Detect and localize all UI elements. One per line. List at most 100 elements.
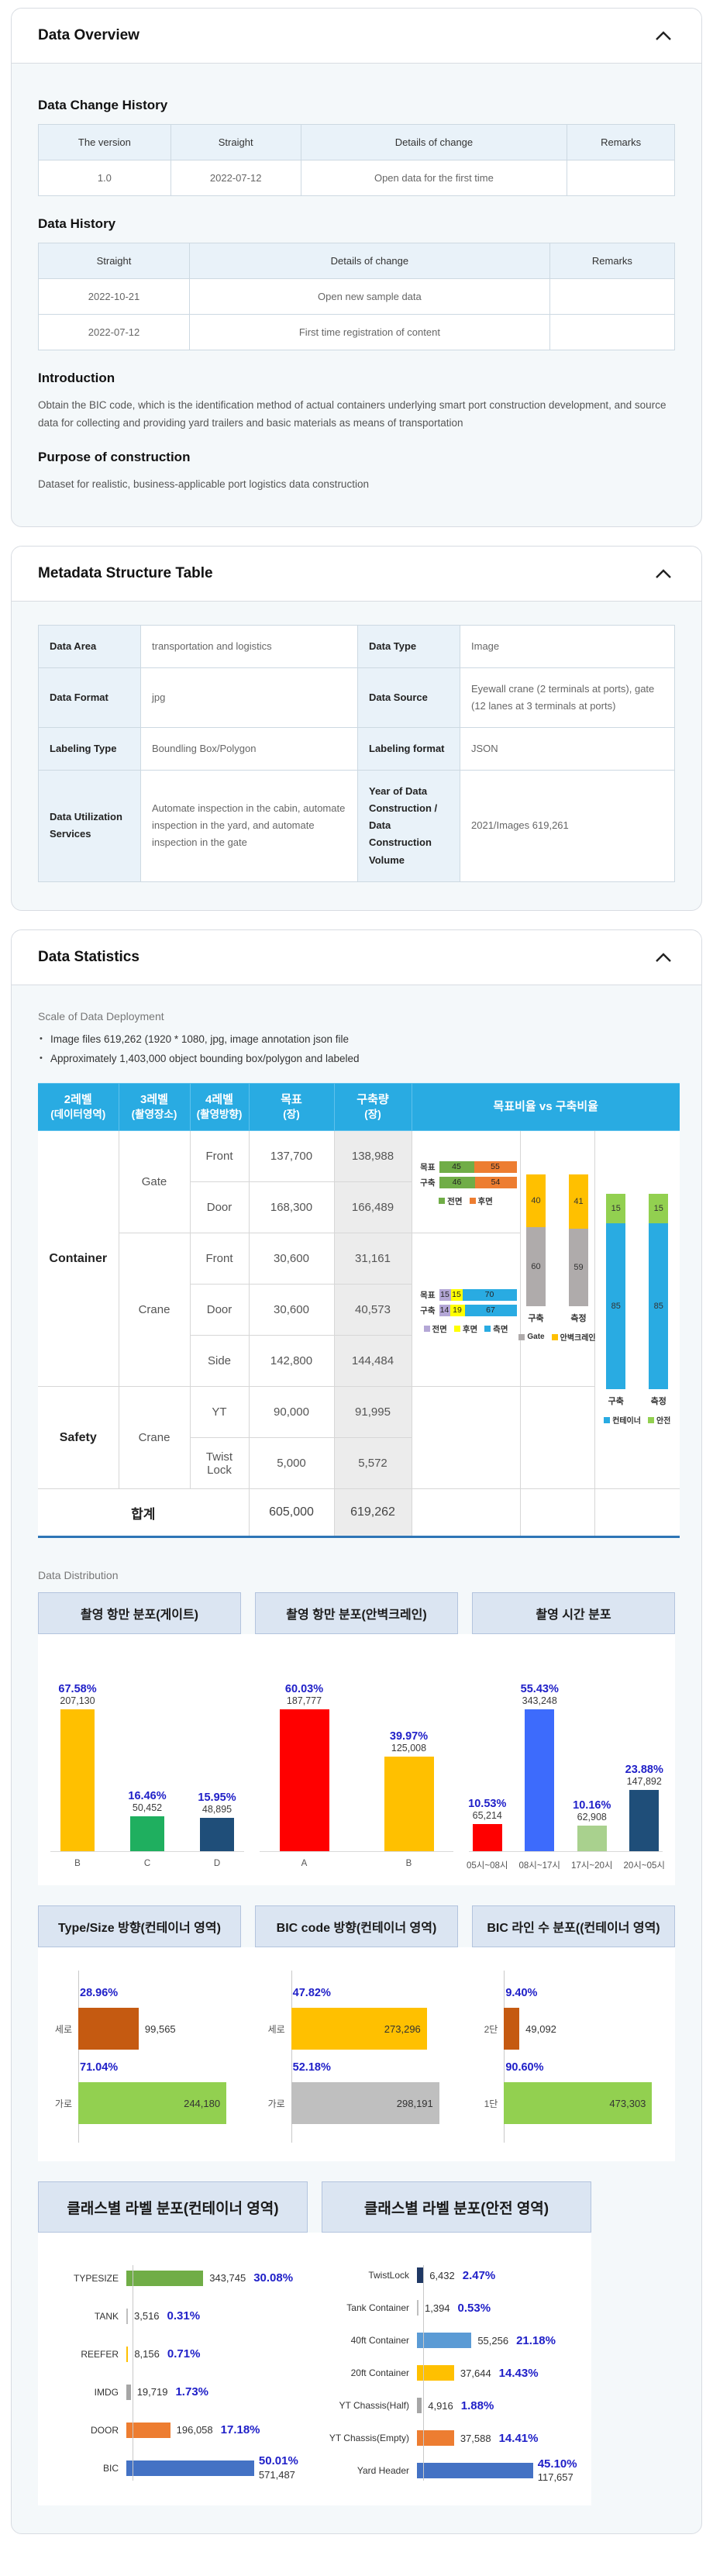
table-cell xyxy=(567,160,675,196)
level4-cell: Side xyxy=(190,1335,250,1388)
column-header: Details of change xyxy=(300,124,568,160)
x-axis-label: D xyxy=(213,1859,221,1869)
bar: 244,180 xyxy=(78,2082,227,2125)
metadata-value: Image xyxy=(460,624,675,668)
bar-segment: 46 xyxy=(439,1176,475,1188)
collapse-button[interactable] xyxy=(652,27,675,44)
bar-row: 가로 52.18% 298,191 xyxy=(256,2061,447,2125)
legend-swatch xyxy=(647,1416,654,1423)
value-label: 244,180 xyxy=(184,2097,221,2109)
percent-label: 28.96% xyxy=(80,1987,119,2000)
column-header: 목표비율 vs 구축비율 xyxy=(411,1082,680,1132)
chart-title: 촬영 항만 분포(게이트) xyxy=(38,1592,241,1635)
stacked-bar: 14 19 67 xyxy=(439,1304,517,1316)
data-statistics-header: Data Statistics xyxy=(12,929,701,985)
legend-swatch xyxy=(551,1333,558,1340)
percent-label: 10.53% xyxy=(468,1798,507,1811)
level3-cell: Crane xyxy=(119,1233,191,1388)
bar-segment: 67 xyxy=(464,1304,517,1316)
value-label: 62,908 xyxy=(577,1811,607,1823)
bar xyxy=(417,2333,472,2349)
empty-chart-cell xyxy=(519,1386,594,1490)
card-title: Data Overview xyxy=(38,27,140,43)
metadata-row: Labeling Type Boundling Box/Polygon Labeli… xyxy=(38,727,675,771)
stacked-bar: 15 15 70 xyxy=(439,1288,517,1301)
bar xyxy=(126,2384,131,2400)
bar xyxy=(417,2365,454,2381)
chevron-up-icon xyxy=(656,31,671,40)
table-row: Door 30,600 40,573 xyxy=(38,1284,680,1336)
column-header: Remarks xyxy=(567,124,675,160)
collapse-button[interactable] xyxy=(652,565,675,582)
metadata-label: Labeling Type xyxy=(38,727,141,771)
mini-chart-gate-crane: 60 40 구축 59 41 측정 Gate 안벽크레인 xyxy=(518,1130,596,1388)
percent-label: 9.40% xyxy=(505,1987,538,2000)
metadata-row: Data Area transportation and logistics Dat… xyxy=(38,624,675,668)
bar-label: 가로 xyxy=(54,2098,72,2109)
chart-column: 67.58% 207,130 xyxy=(43,1683,112,1852)
value-label: 48,895 xyxy=(202,1803,232,1815)
level4-cell: Door xyxy=(190,1181,250,1234)
data-statistics-body: Scale of Data Deployment Image files 619… xyxy=(12,985,701,2533)
bar-label: TYPESIZE xyxy=(73,2272,119,2284)
built-cell: 91,995 xyxy=(333,1386,412,1439)
value-label: 147,892 xyxy=(626,1776,662,1788)
mini-bar-row: 목표 15 15 70 xyxy=(415,1288,517,1301)
chevron-up-icon xyxy=(656,569,671,578)
bar-label: 세로 xyxy=(54,2023,72,2035)
bar-row: BIC 50.01% 571,487 xyxy=(41,2449,312,2487)
bar-row: 세로 47.82% 273,296 xyxy=(256,1987,447,2050)
bar xyxy=(472,1824,502,1852)
bar: 298,191 xyxy=(291,2082,439,2125)
percent-label: 10.16% xyxy=(573,1798,611,1812)
column-header: 구축량 (장) xyxy=(333,1082,412,1132)
chart-title: BIC code 방향(컨테이너 영역) xyxy=(255,1905,458,1948)
data-overview-body: Data Change History The version Straight D… xyxy=(12,64,701,526)
value-label: 65,214 xyxy=(472,1810,502,1822)
mini-bar-label: 목표 xyxy=(420,1162,436,1172)
bar xyxy=(384,1757,434,1852)
bar xyxy=(60,1709,95,1852)
bar xyxy=(417,2398,422,2414)
mini-bar-row: 구축 46 54 xyxy=(415,1176,517,1188)
bar-segment: 45 xyxy=(439,1160,474,1173)
bar-segment: 15 xyxy=(606,1194,626,1223)
value-label: 3,516 xyxy=(134,2310,160,2323)
x-axis-line xyxy=(469,1851,663,1853)
stacked-column: 85 15 측정 xyxy=(649,1194,669,1407)
chart-title: 클래스별 라벨 분포(안전 영역) xyxy=(322,2181,591,2233)
built-cell: 144,484 xyxy=(333,1335,412,1388)
goal-cell: 30,600 xyxy=(248,1233,335,1285)
column-header: Remarks xyxy=(549,243,676,279)
percent-label: 50.01% xyxy=(258,2454,298,2468)
column-header: Details of change xyxy=(188,243,550,279)
chart-column: 15.95% 48,895 xyxy=(182,1791,252,1852)
distribution-label: Data Distribution xyxy=(38,1569,119,1582)
goal-cell: 5,000 xyxy=(248,1437,335,1490)
bar-label: BIC xyxy=(102,2462,119,2474)
legend-item: 전면 xyxy=(439,1195,463,1207)
level4-cell: Front xyxy=(189,1233,250,1285)
bar-segment: 41 xyxy=(569,1174,588,1229)
table-cell xyxy=(549,278,676,315)
bar-segment: 15 xyxy=(649,1194,669,1223)
bar xyxy=(525,1709,555,1852)
bar-label: 20ft Container xyxy=(350,2367,409,2379)
value-label: 37,588 xyxy=(460,2432,491,2444)
value-label: 343,248 xyxy=(522,1695,557,1706)
metadata-header: Metadata Structure Table xyxy=(12,546,701,602)
chart-column: 23.88% 147,892 xyxy=(618,1764,671,1852)
table-cell: Open new sample data xyxy=(188,278,550,315)
goal-cell: 142,800 xyxy=(248,1335,335,1388)
bar xyxy=(417,2300,418,2316)
bar-row: 40ft Container 55,256 21.18% xyxy=(315,2324,585,2357)
bar xyxy=(417,2267,424,2284)
legend-item: 컨테이너 xyxy=(604,1414,641,1426)
goal-cell: 90,000 xyxy=(248,1386,335,1439)
table-cell: 2022-10-21 xyxy=(38,278,190,315)
collapse-button[interactable] xyxy=(652,949,675,966)
scale-bullets: Image files 619,262 (1920 * 1080, jpg, i… xyxy=(38,1033,675,1064)
percent-label: 0.53% xyxy=(457,2301,491,2315)
bar-segment: 14 xyxy=(439,1304,450,1316)
table-cell: Open data for the first time xyxy=(300,160,568,196)
